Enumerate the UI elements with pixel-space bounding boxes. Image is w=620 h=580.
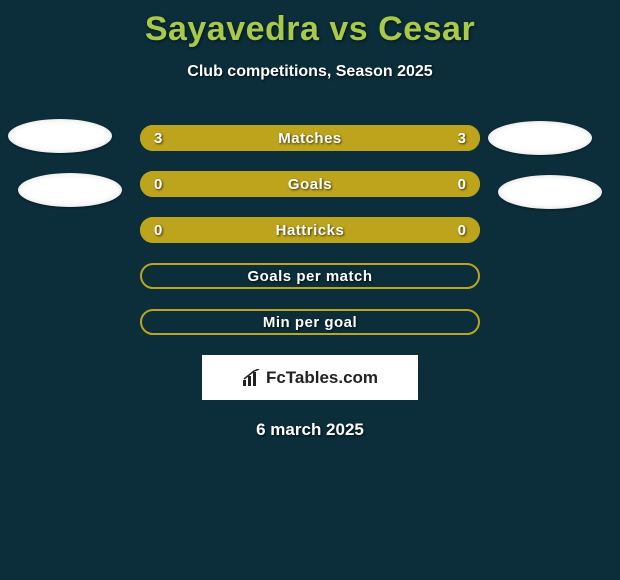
date-label: 6 march 2025 — [0, 420, 620, 440]
stat-right-value: 0 — [458, 222, 466, 239]
stat-left-value: 0 — [154, 176, 162, 193]
subtitle: Club competitions, Season 2025 — [0, 63, 620, 81]
player-avatar — [488, 121, 592, 155]
page-title: Sayavedra vs Cesar — [0, 0, 620, 49]
stat-right-value: 0 — [458, 176, 466, 193]
stat-row: Goals per match — [140, 263, 480, 289]
stat-row: 0 Goals 0 — [140, 171, 480, 197]
bar-fill-right — [310, 171, 480, 197]
stat-row: 3 Matches 3 — [140, 125, 480, 151]
stat-label: Min per goal — [263, 314, 357, 331]
player-avatar — [18, 173, 122, 207]
stat-label: Matches — [278, 130, 342, 147]
stat-left-value: 0 — [154, 222, 162, 239]
stat-left-value: 3 — [154, 130, 162, 147]
stat-right-value: 3 — [458, 130, 466, 147]
player-avatar — [8, 119, 112, 153]
logo-text: FcTables.com — [266, 368, 378, 388]
site-logo: FcTables.com — [202, 355, 418, 400]
stat-row: Min per goal — [140, 309, 480, 335]
player-avatar — [498, 175, 602, 209]
stat-row: 0 Hattricks 0 — [140, 217, 480, 243]
stat-label: Goals — [288, 176, 332, 193]
stat-label: Hattricks — [276, 222, 345, 239]
stats-container: 3 Matches 3 0 Goals 0 0 Hattricks 0 Goals per mat… — [0, 125, 620, 335]
stat-label: Goals per match — [247, 268, 372, 285]
chart-icon — [242, 369, 262, 387]
bar-fill-left — [140, 171, 310, 197]
